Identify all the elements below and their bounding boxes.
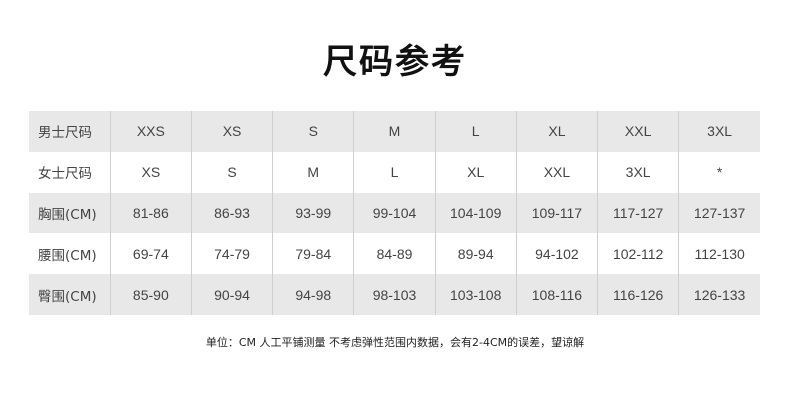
table-cell: 81-86 — [109, 192, 192, 234]
table-cell: XS — [190, 111, 273, 152]
row-label: 胸围(CM) — [29, 192, 111, 234]
table-cell: 94-98 — [272, 274, 354, 315]
table-cell: 84-89 — [353, 233, 436, 275]
row-label: 腰围(CM) — [38, 247, 97, 264]
table-cell: XXS — [109, 111, 192, 152]
table-cell: 103-108 — [434, 274, 517, 315]
table-row: 腰围(CM) 69-74 74-79 79-84 84-89 89-94 94-102 102… — [29, 233, 760, 275]
table-cell: 93-99 — [272, 192, 354, 234]
table-cell: 126-133 — [678, 274, 760, 315]
table-row: 胸围(CM) 81-86 86-93 93-99 99-104 104-109 109-11… — [29, 192, 760, 234]
table-cell: S — [272, 111, 354, 152]
row-label: 女士尺码 — [38, 166, 92, 183]
table-cell: 85-90 — [109, 274, 192, 315]
row-label: 臀围(CM) — [29, 274, 111, 315]
table-cell: XXL — [597, 111, 679, 152]
table-row: 臀围(CM) 85-90 90-94 94-98 98-103 103-108 108-11… — [29, 274, 760, 315]
table-cell: 99-104 — [353, 192, 436, 234]
table-cell: 86-93 — [190, 192, 273, 234]
table-cell: 3XL — [597, 151, 679, 193]
table-cell: 98-103 — [353, 274, 436, 315]
table-row: 女士尺码 XS S M L XL XXL 3XL * — [29, 151, 760, 193]
table-cell: L — [353, 151, 436, 193]
table-cell: XL — [434, 151, 517, 193]
table-cell: 127-137 — [678, 192, 760, 234]
row-label: 男士尺码 — [29, 111, 111, 152]
table-cell: 117-127 — [597, 192, 679, 234]
table-cell: 3XL — [678, 111, 760, 152]
measurement-note: 单位：CM 人工平铺测量 不考虑弹性范围内数据，会有2-4CM的误差，望谅解 — [205, 336, 585, 349]
table-cell: 79-84 — [272, 233, 354, 275]
table-cell: S — [190, 151, 273, 193]
table-cell: 94-102 — [515, 233, 598, 275]
table-cell: XXL — [515, 151, 598, 193]
table-cell: L — [434, 111, 517, 152]
size-chart-table: 男士尺码 XXS XS S M L XL XXL 3XL 女士尺码 XS S M L XL XXL 3XL * 胸围… — [29, 111, 760, 315]
table-cell: 116-126 — [597, 274, 679, 315]
table-cell: * — [678, 151, 760, 193]
table-cell: M — [353, 111, 436, 152]
table-cell: 89-94 — [434, 233, 517, 275]
page-title: 尺码参考 — [323, 42, 467, 82]
table-cell: 102-112 — [597, 233, 679, 275]
table-cell: XL — [515, 111, 598, 152]
table-cell: 69-74 — [109, 233, 192, 275]
table-cell: 90-94 — [190, 274, 273, 315]
table-cell: M — [272, 151, 354, 193]
table-cell: 112-130 — [678, 233, 760, 275]
table-cell: XS — [109, 151, 192, 193]
table-row: 男士尺码 XXS XS S M L XL XXL 3XL — [29, 111, 760, 152]
table-cell: 74-79 — [190, 233, 273, 275]
table-cell: 108-116 — [515, 274, 598, 315]
table-cell: 109-117 — [515, 192, 598, 234]
table-cell: 104-109 — [434, 192, 517, 234]
